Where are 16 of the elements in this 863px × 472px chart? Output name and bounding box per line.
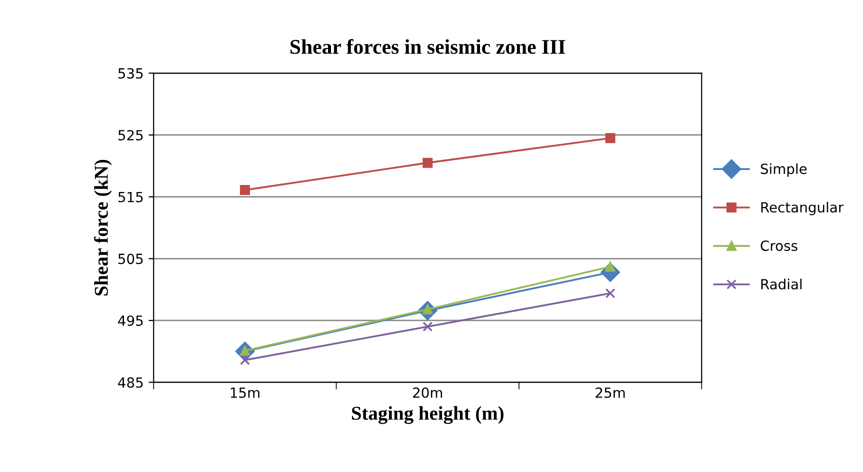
y-tick-label: 525 — [118, 130, 143, 140]
y-tick-label: 535 — [118, 68, 143, 79]
y-tick-label: 485 — [118, 377, 143, 388]
legend-label: Simple — [760, 163, 807, 177]
chart-title: Shear forces in seismic zone III — [290, 39, 566, 54]
y-axis-title: Shear force (kN) — [94, 160, 112, 296]
x-tick-label: 15m — [230, 388, 260, 398]
y-tick-label: 515 — [118, 192, 143, 202]
legend-label: Cross — [760, 240, 798, 251]
x-tick-label: 20m — [413, 387, 442, 398]
legend-label: Rectangular — [761, 202, 844, 216]
x-tick-label: 25m — [596, 387, 625, 398]
y-tick-label: 505 — [118, 254, 143, 264]
legend-label: Radial — [761, 278, 802, 290]
y-tick-label: 495 — [118, 315, 143, 326]
x-axis-title: Staging height (m) — [352, 406, 504, 424]
